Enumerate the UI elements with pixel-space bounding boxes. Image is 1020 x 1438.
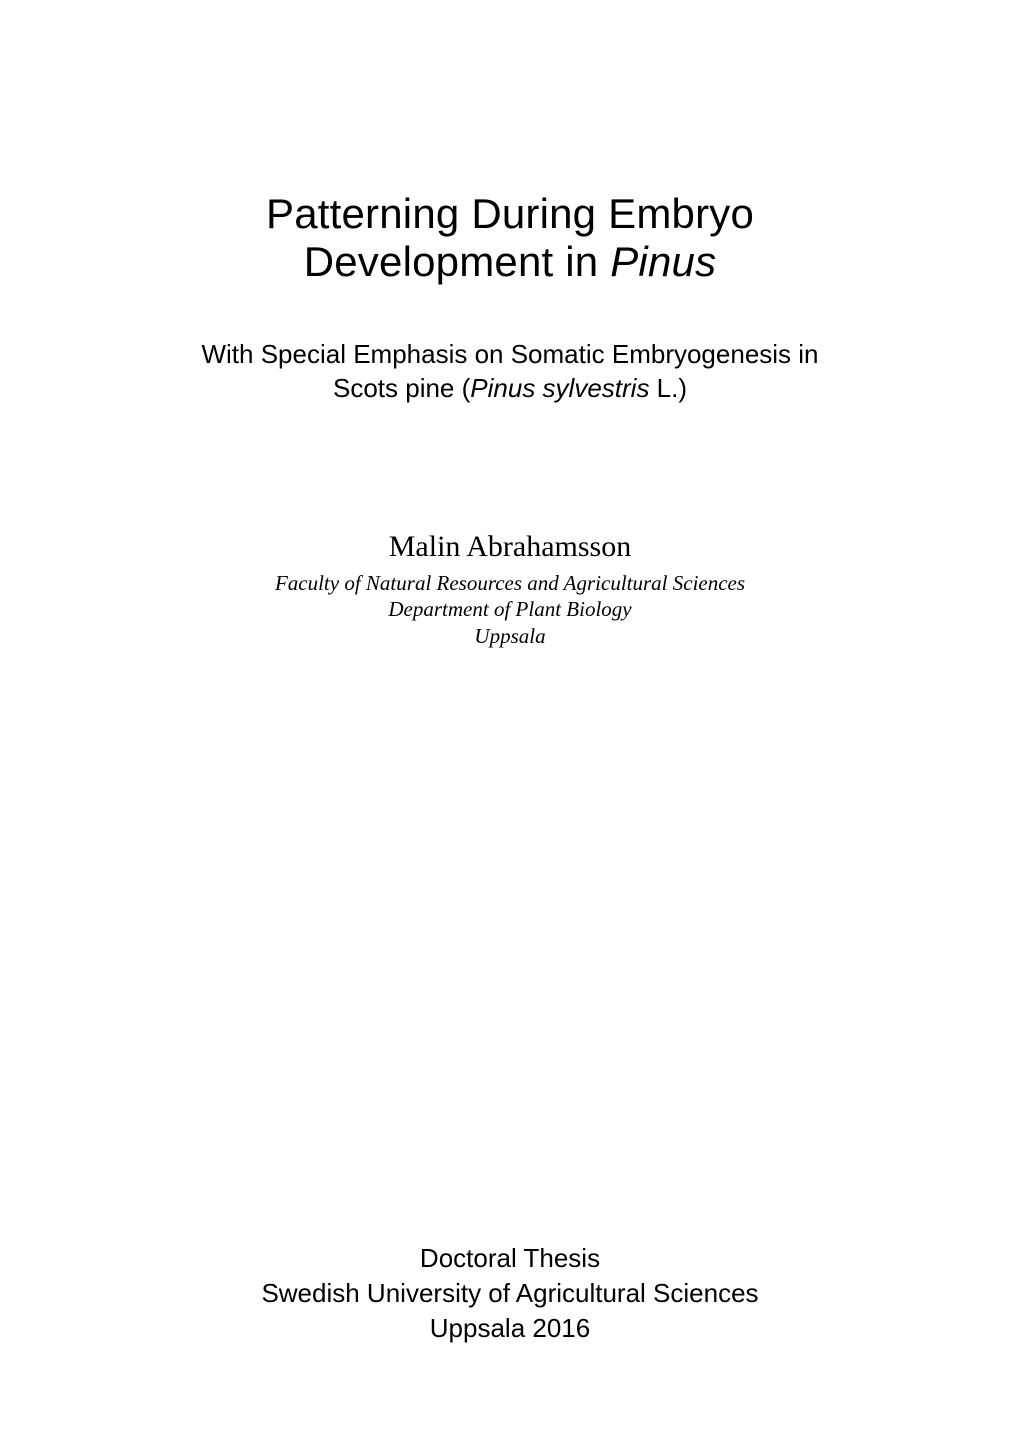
title-line-1: Patterning During Embryo bbox=[0, 190, 1020, 238]
affiliation-city: Uppsala bbox=[0, 623, 1020, 649]
title-genus-italic: Pinus bbox=[610, 238, 716, 285]
affiliation-block: Faculty of Natural Resources and Agricul… bbox=[0, 570, 1020, 649]
thesis-title: Patterning During Embryo Development in … bbox=[0, 190, 1020, 287]
subtitle-line-2-prefix: Scots pine ( bbox=[333, 373, 470, 403]
author-name: Malin Abrahamsson bbox=[0, 530, 1020, 564]
thesis-subtitle: With Special Emphasis on Somatic Embryog… bbox=[0, 338, 1020, 406]
footer-place-year: Uppsala 2016 bbox=[0, 1311, 1020, 1346]
subtitle-species-italic: Pinus sylvestris bbox=[470, 373, 649, 403]
title-page: Patterning During Embryo Development in … bbox=[0, 0, 1020, 1438]
title-line-2: Development in Pinus bbox=[0, 238, 1020, 286]
subtitle-line-2: Scots pine (Pinus sylvestris L.) bbox=[0, 372, 1020, 406]
footer-block: Doctoral Thesis Swedish University of Ag… bbox=[0, 1241, 1020, 1346]
author-block: Malin Abrahamsson bbox=[0, 530, 1020, 564]
footer-university: Swedish University of Agricultural Scien… bbox=[0, 1276, 1020, 1311]
affiliation-department: Department of Plant Biology bbox=[0, 596, 1020, 622]
subtitle-line-2-suffix: L.) bbox=[649, 373, 687, 403]
footer-doctype: Doctoral Thesis bbox=[0, 1241, 1020, 1276]
subtitle-line-1: With Special Emphasis on Somatic Embryog… bbox=[0, 338, 1020, 372]
affiliation-faculty: Faculty of Natural Resources and Agricul… bbox=[0, 570, 1020, 596]
title-line-2-prefix: Development in bbox=[304, 238, 611, 285]
